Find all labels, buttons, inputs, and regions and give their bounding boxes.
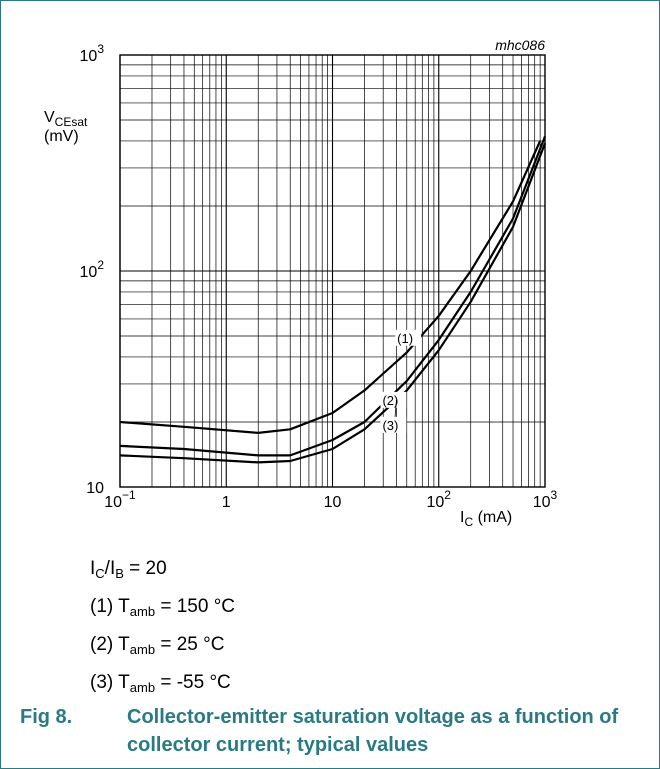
figure-caption-text: Collector-emitter saturation voltage as …: [127, 706, 619, 756]
y-tick-label: 102: [80, 258, 105, 281]
y-axis-unit: (mV): [44, 128, 79, 145]
series-label-bg: [380, 391, 407, 408]
series-label-3: (3): [382, 418, 398, 433]
x-axis-label: IC (mA): [460, 509, 512, 529]
y-axis-label-sub: CEsat: [55, 115, 88, 129]
condition-prefix: (3) T: [90, 672, 130, 693]
series-label-bg: [395, 329, 422, 346]
y-tick-label: 103: [80, 42, 105, 65]
condition-line-1: (1) Tamb = 150 °C: [90, 588, 235, 626]
x-tick-label: 103: [533, 488, 558, 511]
chart-svg: (1) (2) (3) 10−1 1 10 102 103 10 102 103 mhc086 V…: [44, 37, 558, 529]
condition-prefix: (2) T: [90, 634, 130, 655]
plot-border: [119, 54, 546, 488]
condition-rest: = 25 °C: [155, 634, 225, 655]
y-axis-label: VCEsat: [44, 109, 88, 129]
ratio-slash: /I: [104, 558, 116, 579]
ratio-sub-c: C: [95, 566, 105, 581]
x-tick-label: 10−1: [104, 488, 136, 511]
series-line-1: [119, 140, 542, 434]
condition-sub: amb: [129, 642, 156, 657]
series-label-bg: [380, 416, 407, 433]
x-axis-label-main: I: [460, 509, 464, 526]
condition-rest: = -55 °C: [155, 672, 231, 693]
figure-id-label: mhc086: [495, 37, 545, 53]
x-axis-label-unit: (mA): [473, 509, 512, 526]
x-tick-label: 10: [324, 494, 342, 511]
series-label-2: (2): [382, 393, 398, 408]
condition-line-2: (2) Tamb = 25 °C: [90, 626, 235, 664]
chart-ticks: 10−1 1 10 102 103 10 102 103: [80, 42, 558, 511]
series-line-3: [119, 142, 547, 464]
condition-rest: = 150 °C: [155, 596, 236, 617]
chart-grid: [119, 54, 546, 488]
condition-line-3: (3) Tamb = -55 °C: [90, 664, 235, 702]
chart-series: (1) (2) (3): [119, 136, 547, 464]
x-tick-label: 102: [427, 488, 452, 511]
conditions-list: IC/IB = 20 (1) Tamb = 150 °C (2) Tamb = …: [90, 550, 235, 702]
y-tick-label: 10: [86, 480, 104, 497]
condition-prefix: (1) T: [90, 596, 130, 617]
condition-sub: amb: [129, 604, 156, 619]
x-tick-label: 1: [222, 494, 231, 511]
ratio-line: IC/IB = 20: [90, 550, 235, 588]
y-axis-label-main: V: [44, 109, 55, 126]
series-line-2: [119, 136, 547, 457]
ratio-sub-b: B: [115, 566, 124, 581]
x-axis-label-sub: C: [464, 515, 473, 529]
ratio-main: I: [90, 558, 96, 579]
condition-sub: amb: [129, 680, 156, 695]
series-label-1: (1): [397, 331, 413, 346]
ratio-rest: = 20: [123, 558, 167, 579]
figure-number: Fig 8.: [20, 706, 73, 728]
